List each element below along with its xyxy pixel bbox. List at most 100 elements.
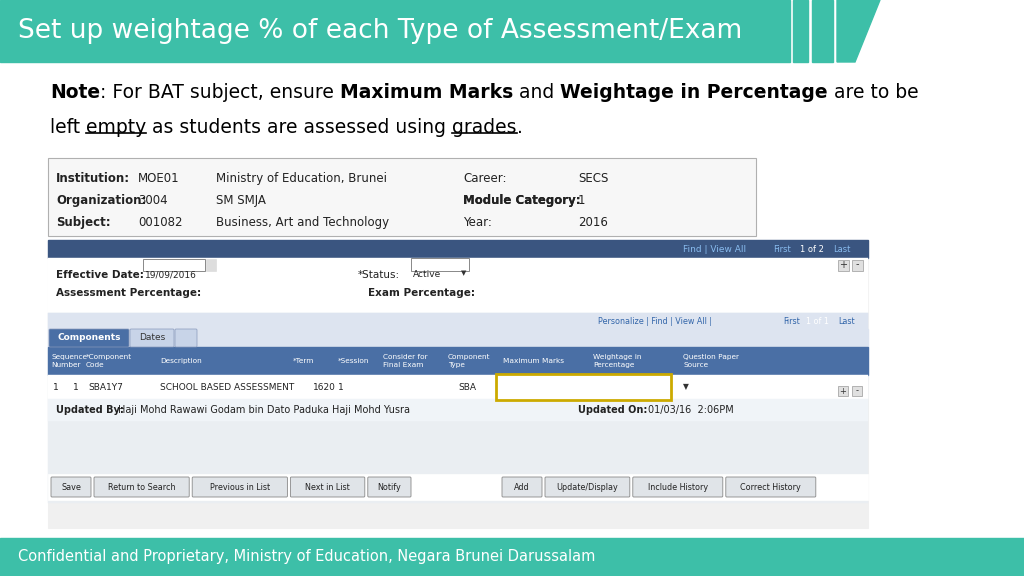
FancyBboxPatch shape bbox=[838, 260, 849, 271]
FancyBboxPatch shape bbox=[143, 259, 205, 271]
Text: ▼: ▼ bbox=[683, 382, 689, 392]
Text: +: + bbox=[840, 260, 848, 270]
FancyBboxPatch shape bbox=[545, 477, 630, 497]
FancyBboxPatch shape bbox=[852, 386, 862, 396]
Bar bbox=[48, 399, 868, 421]
Text: SBA: SBA bbox=[458, 382, 476, 392]
FancyBboxPatch shape bbox=[726, 477, 816, 497]
Text: 1 of 2: 1 of 2 bbox=[800, 244, 824, 253]
Text: 1: 1 bbox=[338, 382, 344, 392]
Text: Find | View All: Find | View All bbox=[683, 244, 746, 253]
Text: Module Category:: Module Category: bbox=[463, 194, 581, 207]
FancyBboxPatch shape bbox=[291, 477, 365, 497]
Text: Sequence
Number: Sequence Number bbox=[51, 354, 87, 367]
Text: *Session: *Session bbox=[338, 358, 370, 364]
Text: Weightage in
Percentage: Weightage in Percentage bbox=[593, 354, 641, 367]
Text: Consider for
Final Exam: Consider for Final Exam bbox=[383, 354, 428, 367]
FancyBboxPatch shape bbox=[852, 260, 863, 271]
Bar bbox=[48, 313, 868, 329]
Text: 1620: 1620 bbox=[313, 382, 336, 392]
Polygon shape bbox=[812, 0, 833, 62]
Text: are to be: are to be bbox=[828, 83, 919, 102]
Text: Note: Note bbox=[50, 83, 100, 102]
Text: Component
Type: Component Type bbox=[449, 354, 490, 367]
Text: Updated By:: Updated By: bbox=[56, 405, 124, 415]
Bar bbox=[48, 313, 868, 503]
FancyBboxPatch shape bbox=[411, 258, 469, 271]
Text: SECS: SECS bbox=[578, 172, 608, 185]
Text: *Term: *Term bbox=[293, 358, 314, 364]
Text: Institution:: Institution: bbox=[56, 172, 130, 185]
Text: Last: Last bbox=[838, 316, 855, 325]
Text: Updated On:: Updated On: bbox=[578, 405, 647, 415]
Text: and: and bbox=[513, 83, 560, 102]
FancyBboxPatch shape bbox=[838, 386, 848, 396]
Text: empty: empty bbox=[86, 118, 146, 137]
FancyBboxPatch shape bbox=[130, 329, 174, 347]
Text: Maximum Marks: Maximum Marks bbox=[340, 83, 513, 102]
Text: -: - bbox=[855, 386, 858, 396]
Text: Organization:: Organization: bbox=[56, 194, 146, 207]
Text: Description: Description bbox=[160, 358, 202, 364]
Text: 3004: 3004 bbox=[138, 194, 168, 207]
Text: Subject:: Subject: bbox=[56, 216, 111, 229]
Text: Notify: Notify bbox=[378, 483, 401, 491]
Text: : For BAT subject, ensure: : For BAT subject, ensure bbox=[100, 83, 340, 102]
Text: 19/09/2016: 19/09/2016 bbox=[145, 270, 197, 279]
Text: -: - bbox=[856, 260, 859, 270]
Text: Effective Date:: Effective Date: bbox=[56, 270, 144, 280]
FancyBboxPatch shape bbox=[175, 329, 197, 347]
Text: 1: 1 bbox=[73, 382, 79, 392]
Text: Next in List: Next in List bbox=[305, 483, 350, 491]
Bar bbox=[48, 347, 868, 375]
Text: Save: Save bbox=[61, 483, 81, 491]
Text: 1: 1 bbox=[53, 382, 58, 392]
Text: Haji Mohd Rawawi Godam bin Dato Paduka Haji Mohd Yusra: Haji Mohd Rawawi Godam bin Dato Paduka H… bbox=[118, 405, 410, 415]
Text: Career:: Career: bbox=[463, 172, 507, 185]
FancyBboxPatch shape bbox=[51, 477, 91, 497]
Bar bbox=[496, 374, 671, 400]
Text: Assessment Percentage:: Assessment Percentage: bbox=[56, 288, 201, 298]
Text: Maximum Marks: Maximum Marks bbox=[503, 358, 564, 364]
Text: *Component
Code: *Component Code bbox=[86, 354, 132, 367]
Text: *Status:: *Status: bbox=[358, 270, 400, 280]
Text: +: + bbox=[840, 386, 847, 396]
Text: Add: Add bbox=[514, 483, 529, 491]
Text: Dates: Dates bbox=[139, 334, 165, 343]
Text: 1: 1 bbox=[578, 194, 586, 207]
Text: Ministry of Education, Brunei: Ministry of Education, Brunei bbox=[216, 172, 387, 185]
Bar bbox=[48, 258, 868, 313]
FancyBboxPatch shape bbox=[502, 477, 542, 497]
Text: First: First bbox=[783, 316, 800, 325]
FancyBboxPatch shape bbox=[94, 477, 189, 497]
Text: SBA1Y7: SBA1Y7 bbox=[88, 382, 123, 392]
Text: Active: Active bbox=[413, 270, 441, 279]
Text: 1 of 1: 1 of 1 bbox=[806, 316, 828, 325]
Text: Update/Display: Update/Display bbox=[556, 483, 618, 491]
Text: SCHOOL BASED ASSESSMENT: SCHOOL BASED ASSESSMENT bbox=[160, 382, 294, 392]
Text: Confidential and Proprietary, Ministry of Education, Negara Brunei Darussalam: Confidential and Proprietary, Ministry o… bbox=[18, 550, 595, 564]
Text: 01/03/16  2:06PM: 01/03/16 2:06PM bbox=[648, 405, 734, 415]
Text: ▼: ▼ bbox=[461, 270, 466, 276]
Text: Weightage in Percentage: Weightage in Percentage bbox=[560, 83, 828, 102]
Text: Previous in List: Previous in List bbox=[210, 483, 270, 491]
Text: SM SMJA: SM SMJA bbox=[216, 194, 266, 207]
Text: 2016: 2016 bbox=[578, 216, 608, 229]
Text: Correct History: Correct History bbox=[740, 483, 801, 491]
Bar bbox=[48, 240, 868, 528]
Bar bbox=[0, 0, 790, 62]
Text: Set up weightage % of each Type of Assessment/Exam: Set up weightage % of each Type of Asses… bbox=[18, 18, 742, 44]
Text: Last: Last bbox=[833, 244, 850, 253]
Text: MOE01: MOE01 bbox=[138, 172, 179, 185]
Text: First: First bbox=[773, 244, 791, 253]
Text: Question Paper
Source: Question Paper Source bbox=[683, 354, 739, 367]
Bar bbox=[206, 259, 216, 271]
Text: Include History: Include History bbox=[648, 483, 708, 491]
Bar bbox=[0, 538, 1024, 576]
Bar bbox=[48, 474, 868, 500]
Text: Exam Percentage:: Exam Percentage: bbox=[368, 288, 475, 298]
Polygon shape bbox=[793, 0, 808, 62]
Text: as students are assessed using: as students are assessed using bbox=[146, 118, 453, 137]
Text: Business, Art and Technology: Business, Art and Technology bbox=[216, 216, 389, 229]
FancyBboxPatch shape bbox=[48, 158, 756, 236]
